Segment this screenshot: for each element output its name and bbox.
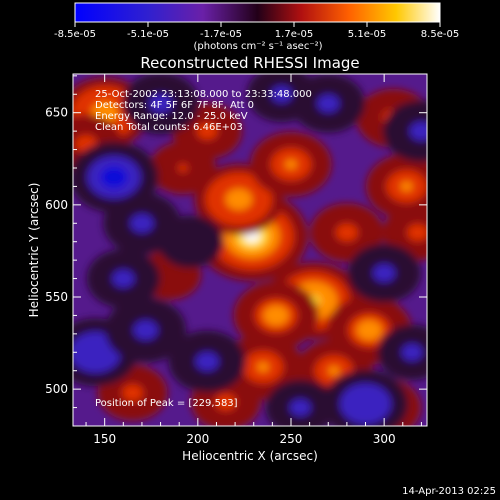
- heatmap-blob: [256, 362, 270, 372]
- colorbar: [74, 2, 441, 23]
- colorbar-tick-label: 1.7e-05: [275, 29, 313, 40]
- x-tick-label: 250: [280, 432, 303, 446]
- heatmap-blob: [269, 310, 283, 321]
- x-tick-label: 150: [93, 432, 116, 446]
- x-tick-label: 300: [373, 432, 396, 446]
- heatmap-blob: [284, 159, 298, 170]
- heatmap-blob: [289, 399, 311, 416]
- heatmap-blob: [133, 320, 158, 340]
- annotation-line: Clean Total counts: 6.46E+03: [95, 122, 243, 133]
- heatmap-blob: [100, 166, 128, 188]
- heatmap-blob: [82, 342, 109, 363]
- colorbar-tick-label: 5.1e-05: [348, 29, 386, 40]
- heatmap-blob: [362, 325, 376, 336]
- colorbar-units: (photons cm⁻² s⁻¹ asec⁻²): [193, 41, 322, 52]
- heatmap-blob: [177, 164, 188, 172]
- y-tick-label: 500: [45, 382, 68, 396]
- x-axis: 150 200 250 300: [85, 74, 422, 446]
- annotation-line: Detectors: 4F 5F 6F 7F 8F, Att 0: [95, 100, 254, 111]
- timestamp: 14-Apr-2013 02:25: [402, 486, 496, 497]
- heatmap-blobs: [73, 74, 427, 426]
- heatmap-blob: [98, 107, 112, 119]
- y-axis: 500 550 600 650: [45, 75, 427, 409]
- heatmap-blob: [130, 214, 154, 233]
- annotation-line: Energy Range: 12.0 - 25.0 keV: [95, 111, 248, 122]
- heatmap-blob: [148, 94, 173, 113]
- y-axis-label: Heliocentric Y (arcsec): [27, 183, 41, 318]
- annotations: 25-Oct-2002 23:13:08.000 to 23:33:48.000…: [95, 89, 312, 133]
- peak-position-label: Position of Peak = [229,583]: [95, 398, 238, 409]
- colorbar-tick-label: -1.7e-05: [200, 29, 242, 40]
- heatmap-blob: [400, 181, 413, 192]
- heatmap-blob: [127, 388, 138, 398]
- heatmap-blob: [180, 233, 201, 250]
- heatmap-blob: [112, 269, 135, 288]
- heatmap-blob: [409, 121, 427, 141]
- y-tick-label: 550: [45, 290, 68, 304]
- heatmap-blob: [271, 85, 293, 103]
- plot-area: [73, 74, 427, 426]
- heatmap-blob: [373, 264, 396, 282]
- heatmap-blob: [412, 228, 423, 237]
- heatmap-blob: [341, 228, 353, 237]
- heatmap-blob: [165, 271, 175, 279]
- y-tick-label: 650: [45, 106, 68, 120]
- colorbar-ticks: -8.5e-05 -5.1e-05 -1.7e-05 1.7e-05 5.1e-05 8.…: [54, 22, 459, 40]
- heatmap-blob: [317, 94, 340, 113]
- heatmap-blob: [195, 352, 219, 371]
- x-axis-label: Heliocentric X (arcsec): [182, 449, 318, 463]
- chart-title: Reconstructed RHESSI Image: [140, 54, 359, 72]
- heatmap-blob: [328, 366, 340, 376]
- heatmap-blob: [232, 193, 246, 205]
- x-tick-label: 200: [186, 432, 209, 446]
- heatmap-blob: [352, 393, 379, 415]
- heatmap-blob: [80, 139, 92, 149]
- colorbar-tick-label: -8.5e-05: [54, 29, 96, 40]
- colorbar-tick-label: 8.5e-05: [421, 29, 459, 40]
- heatmap-blob: [401, 343, 423, 361]
- plot-frame: [72, 73, 428, 427]
- annotation-line: 25-Oct-2002 23:13:08.000 to 23:33:48.000: [95, 89, 312, 100]
- heatmap-blob: [201, 126, 213, 136]
- colorbar-tick-label: -5.1e-05: [127, 29, 169, 40]
- heatmap-blob: [220, 397, 231, 407]
- y-tick-label: 600: [45, 198, 68, 212]
